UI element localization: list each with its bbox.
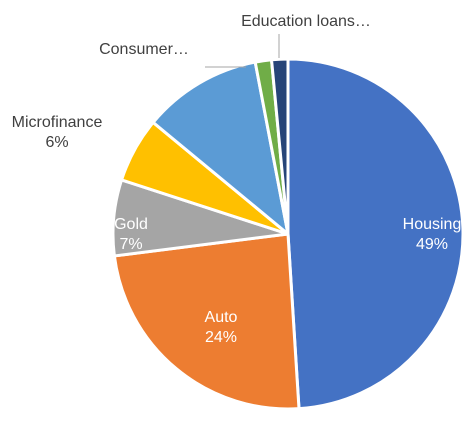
pie-slice-unlabeled-4 (151, 60, 290, 236)
leader-lines (205, 34, 280, 68)
slice-label-housing: Housing 49% (403, 216, 462, 253)
slice-percent-text: 7% (119, 236, 142, 253)
pie-slice-housing (286, 57, 465, 411)
slice-label-education-loans: Education loans… (241, 13, 371, 30)
slice-percent-text: 6% (45, 134, 68, 151)
slice-category-text: Education loans… (241, 13, 371, 30)
slice-category-text: Microfinance (12, 114, 103, 131)
slice-label-gold: Gold 7% (114, 216, 148, 253)
slice-category-text: Consumer… (99, 41, 189, 58)
slice-category-text: Auto (205, 309, 238, 326)
slice-labels: Housing 49% Auto 24% Gold 7% Microfinance 6% Con… (12, 13, 462, 346)
slice-label-consumer: Consumer… (99, 41, 189, 58)
slice-percent-text: 49% (416, 236, 448, 253)
slice-category-text: Gold (114, 216, 148, 233)
slice-percent-text: 24% (205, 329, 237, 346)
slice-label-microfinance: Microfinance 6% (12, 114, 103, 151)
slice-category-text: Housing (403, 216, 462, 233)
pie-slice-education-loans (270, 57, 290, 236)
slice-label-auto: Auto 24% (205, 309, 238, 346)
pie-slices (111, 57, 465, 411)
pie-slice-auto (112, 232, 301, 411)
